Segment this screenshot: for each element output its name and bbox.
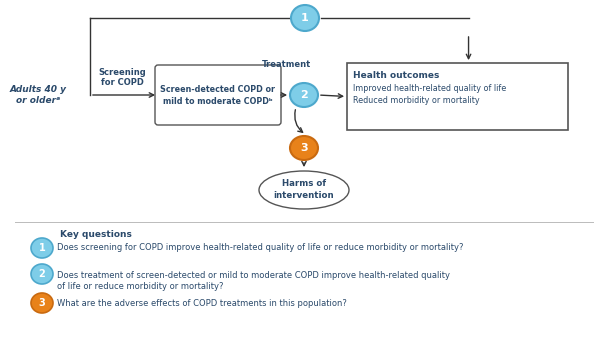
Text: intervention: intervention bbox=[274, 191, 334, 200]
Text: Improved health-related quality of life: Improved health-related quality of life bbox=[353, 84, 506, 93]
Text: 3: 3 bbox=[39, 298, 46, 308]
Text: 2: 2 bbox=[300, 90, 308, 100]
Text: Does treatment of screen-detected or mild to moderate COPD improve health-relate: Does treatment of screen-detected or mil… bbox=[57, 271, 450, 280]
Text: Does screening for COPD improve health-related quality of life or reduce morbidi: Does screening for COPD improve health-r… bbox=[57, 244, 463, 253]
Text: 2: 2 bbox=[39, 269, 46, 279]
Ellipse shape bbox=[31, 264, 53, 284]
Text: Adults 40 y
or olderᵃ: Adults 40 y or olderᵃ bbox=[10, 85, 66, 105]
Ellipse shape bbox=[259, 171, 349, 209]
Text: mild to moderate COPDᵇ: mild to moderate COPDᵇ bbox=[163, 98, 273, 107]
Text: Screen-detected COPD or: Screen-detected COPD or bbox=[161, 86, 275, 95]
FancyBboxPatch shape bbox=[155, 65, 281, 125]
Text: 1: 1 bbox=[39, 243, 46, 253]
Ellipse shape bbox=[31, 238, 53, 258]
Text: Screening
for COPD: Screening for COPD bbox=[98, 68, 146, 87]
Ellipse shape bbox=[290, 83, 318, 107]
Ellipse shape bbox=[290, 136, 318, 160]
Ellipse shape bbox=[291, 5, 319, 31]
Text: of life or reduce morbidity or mortality?: of life or reduce morbidity or mortality… bbox=[57, 282, 224, 291]
Text: Key questions: Key questions bbox=[60, 230, 132, 239]
FancyBboxPatch shape bbox=[347, 63, 568, 130]
Text: 3: 3 bbox=[300, 143, 308, 153]
Text: Harms of: Harms of bbox=[282, 179, 326, 188]
Text: Health outcomes: Health outcomes bbox=[353, 71, 440, 80]
Ellipse shape bbox=[31, 293, 53, 313]
Text: What are the adverse effects of COPD treatments in this population?: What are the adverse effects of COPD tre… bbox=[57, 298, 347, 307]
Text: 1: 1 bbox=[301, 13, 309, 23]
Text: Reduced morbidity or mortality: Reduced morbidity or mortality bbox=[353, 96, 480, 105]
Text: Treatment: Treatment bbox=[261, 60, 311, 69]
